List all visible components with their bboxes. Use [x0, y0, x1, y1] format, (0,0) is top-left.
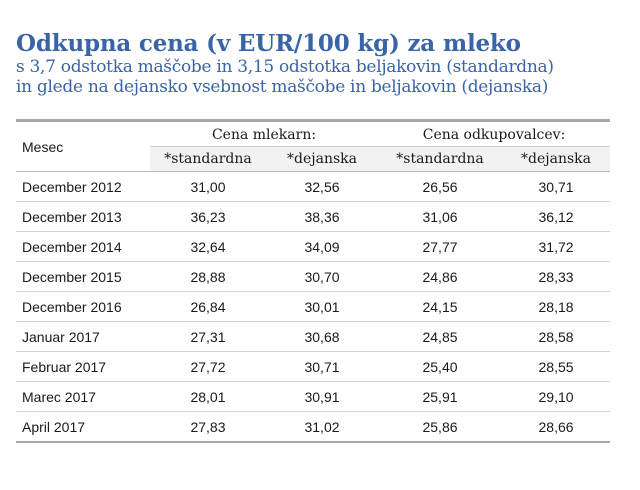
cell-odkupovalcev-standardna: 27,77	[378, 231, 503, 262]
page-title: Odkupna cena (v EUR/100 kg) za mleko	[16, 30, 521, 57]
cell-mlekarn-dejanska: 30,01	[266, 291, 379, 322]
cell-mlekarn-dejanska: 38,36	[266, 201, 379, 232]
subtitle-line-1: s 3,7 odstotka maščobe in 3,15 odstotka …	[16, 57, 554, 77]
cell-mlekarn-dejanska: 34,09	[266, 231, 379, 262]
cell-mlekarn-standardna: 26,84	[150, 291, 266, 322]
subheader-odkupovalcev-dejanska: *dejanska	[502, 146, 611, 172]
table-body: December 2012 31,00 32,56 26,56 30,71 De…	[16, 171, 611, 443]
table-row: Marec 2017 28,01 30,91 25,91 29,10	[16, 381, 611, 412]
table-row: December 2015 28,88 30,70 24,86 28,33	[16, 261, 611, 292]
row-month: December 2013	[16, 201, 150, 232]
heading-block: Odkupna cena (v EUR/100 kg) za mleko s 3…	[16, 30, 610, 97]
table-row: December 2012 31,00 32,56 26,56 30,71	[16, 171, 611, 202]
cell-mlekarn-dejanska: 30,91	[266, 381, 379, 412]
table-row: Januar 2017 27,31 30,68 24,85 28,58	[16, 321, 611, 352]
row-month: December 2012	[16, 171, 150, 202]
group-header-mlekarn: Cena mlekarn:	[150, 119, 379, 147]
table-header: Mesec Cena mlekarn: Cena odkupovalcev: *…	[16, 119, 611, 172]
cell-odkupovalcev-dejanska: 28,18	[502, 291, 611, 322]
subheader-mlekarn-dejanska: *dejanska	[266, 146, 379, 172]
table-row: December 2016 26,84 30,01 24,15 28,18	[16, 291, 611, 322]
cell-odkupovalcev-standardna: 24,86	[378, 261, 503, 292]
table-row: April 2017 27,83 31,02 25,86 28,66	[16, 411, 611, 443]
cell-mlekarn-standardna: 31,00	[150, 171, 266, 202]
cell-mlekarn-standardna: 36,23	[150, 201, 266, 232]
cell-mlekarn-standardna: 27,83	[150, 411, 266, 443]
cell-odkupovalcev-standardna: 24,15	[378, 291, 503, 322]
cell-odkupovalcev-dejanska: 36,12	[502, 201, 611, 232]
price-table: Mesec Cena mlekarn: Cena odkupovalcev: *…	[16, 119, 611, 443]
cell-odkupovalcev-standardna: 24,85	[378, 321, 503, 352]
cell-odkupovalcev-dejanska: 28,55	[502, 351, 611, 382]
subheader-odkupovalcev-standardna: *standardna	[378, 146, 503, 172]
cell-mlekarn-standardna: 28,88	[150, 261, 266, 292]
cell-mlekarn-standardna: 27,31	[150, 321, 266, 352]
cell-odkupovalcev-standardna: 25,40	[378, 351, 503, 382]
row-month: December 2015	[16, 261, 150, 292]
cell-odkupovalcev-dejanska: 29,10	[502, 381, 611, 412]
table-row: Februar 2017 27,72 30,71 25,40 28,55	[16, 351, 611, 382]
cell-odkupovalcev-standardna: 25,91	[378, 381, 503, 412]
cell-odkupovalcev-dejanska: 28,66	[502, 411, 611, 443]
row-month: Marec 2017	[16, 381, 150, 412]
cell-odkupovalcev-standardna: 25,86	[378, 411, 503, 443]
cell-mlekarn-dejanska: 30,70	[266, 261, 379, 292]
subheader-mlekarn-standardna: *standardna	[150, 146, 266, 172]
cell-mlekarn-dejanska: 32,56	[266, 171, 379, 202]
group-header-odkupovalcev: Cena odkupovalcev:	[378, 119, 611, 147]
cell-mlekarn-dejanska: 30,68	[266, 321, 379, 352]
cell-odkupovalcev-standardna: 31,06	[378, 201, 503, 232]
table-row: December 2014 32,64 34,09 27,77 31,72	[16, 231, 611, 262]
row-month: December 2016	[16, 291, 150, 322]
cell-mlekarn-dejanska: 31,02	[266, 411, 379, 443]
cell-mlekarn-dejanska: 30,71	[266, 351, 379, 382]
cell-odkupovalcev-dejanska: 31,72	[502, 231, 611, 262]
table-row: December 2013 36,23 38,36 31,06 36,12	[16, 201, 611, 232]
cell-mlekarn-standardna: 32,64	[150, 231, 266, 262]
cell-odkupovalcev-standardna: 26,56	[378, 171, 503, 202]
row-month: Januar 2017	[16, 321, 150, 352]
row-month: December 2014	[16, 231, 150, 262]
row-month: Februar 2017	[16, 351, 150, 382]
row-month: April 2017	[16, 411, 150, 443]
subtitle-line-2: in glede na dejansko vsebnost maščobe in…	[16, 77, 549, 97]
cell-mlekarn-standardna: 27,72	[150, 351, 266, 382]
cell-odkupovalcev-dejanska: 28,58	[502, 321, 611, 352]
cell-mlekarn-standardna: 28,01	[150, 381, 266, 412]
cell-odkupovalcev-dejanska: 28,33	[502, 261, 611, 292]
cell-odkupovalcev-dejanska: 30,71	[502, 171, 611, 202]
month-column-header: Mesec	[16, 119, 150, 172]
